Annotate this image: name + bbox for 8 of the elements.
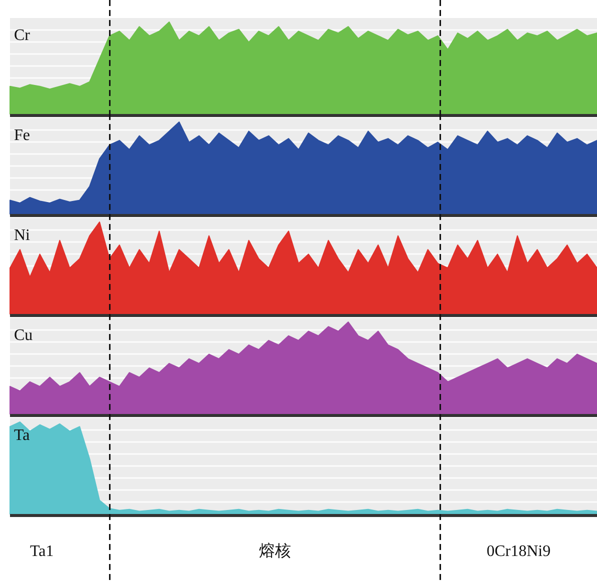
text: 0Cr18Ni9 — [486, 543, 551, 560]
series-label: Ta — [14, 427, 30, 444]
text: Cr — [14, 27, 31, 44]
text: Ta1 — [30, 543, 54, 560]
text: Cu — [14, 327, 33, 344]
text: 熔核 — [259, 542, 292, 560]
text: Fe — [14, 127, 30, 144]
series-label: Ni — [14, 227, 31, 244]
